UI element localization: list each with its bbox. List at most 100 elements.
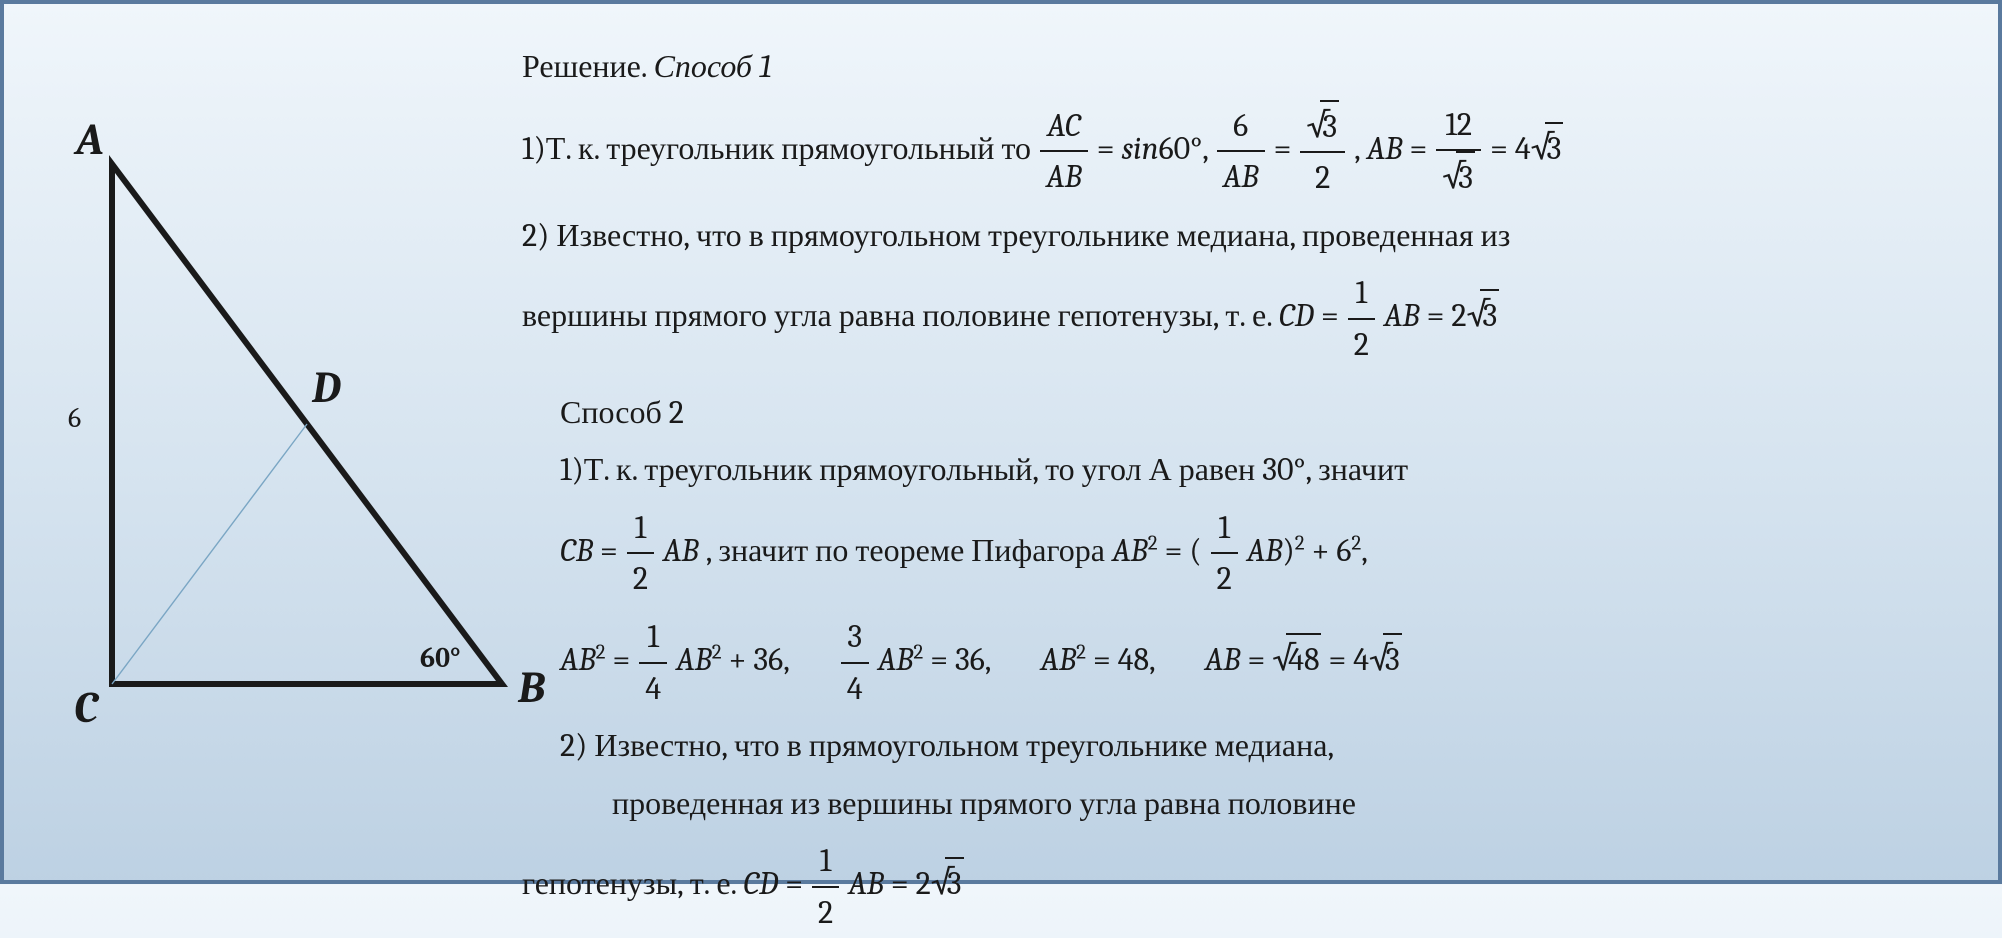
- frac-d: AB: [1040, 150, 1088, 202]
- frac-n: 1: [1348, 268, 1375, 318]
- frac-d: 4: [841, 662, 869, 714]
- frac-d: 2: [1300, 151, 1345, 203]
- frac-half: 1 2: [1348, 268, 1375, 369]
- eq2: =: [1247, 641, 1272, 678]
- m1-step1: 1)Т. к. треугольник прямоугольный то AC …: [522, 100, 1970, 203]
- eq2: = 2: [1427, 297, 1467, 334]
- m1-s2b-text: вершины прямого угла равна половине гепо…: [522, 297, 1279, 334]
- frac-d: AB: [1217, 150, 1265, 202]
- eq3: =: [1410, 130, 1435, 167]
- vertex-D: D: [312, 362, 341, 413]
- triangle-figure: A D C B 6 60°: [32, 34, 512, 854]
- ab: AB: [1040, 641, 1076, 678]
- cd: CD: [1279, 297, 1314, 334]
- frac-sqrt3-2: 3 2: [1300, 100, 1345, 203]
- vertex-B: B: [518, 662, 545, 713]
- sq: 2: [712, 640, 722, 664]
- frac-1-4: 1 4: [639, 612, 667, 713]
- m2-step1c: AB2 = 1 4 AB2 + 36, 3 4 AB2 = 36, AB2 = …: [522, 612, 1970, 713]
- m2-step1: 1)Т. к. треугольник прямоугольный, то уг…: [522, 445, 1970, 495]
- frac-d: 2: [812, 886, 839, 938]
- method2-title: Способ 2: [560, 394, 684, 431]
- frac-d: 2: [1211, 552, 1238, 604]
- ab: AB: [1205, 641, 1241, 678]
- frac-ac-ab: AC AB: [1040, 101, 1088, 202]
- rad: 3: [1456, 151, 1475, 203]
- frac-n: 6: [1217, 101, 1265, 151]
- m2-step2a: 2) Известно, что в прямоугольном треугол…: [522, 721, 1970, 771]
- eq: =: [600, 532, 625, 569]
- triangle-svg: [32, 34, 512, 854]
- angle-label-60: 60°: [420, 642, 461, 674]
- m2-s1-text: 1)Т. к. треугольник прямоугольный, то уг…: [560, 451, 1408, 488]
- method1-title: Способ 1: [654, 48, 772, 85]
- frac-d: 2: [627, 552, 654, 604]
- eq: =: [1321, 297, 1346, 334]
- ab: AB: [676, 641, 712, 678]
- eq2: = (: [1165, 532, 1202, 569]
- sq: 2: [1351, 531, 1361, 555]
- plus6: + 6: [1312, 532, 1352, 569]
- m1-s2-text: 2) Известно, что в прямоугольном треугол…: [522, 217, 1510, 254]
- frac-n: 1: [1211, 503, 1238, 553]
- eq2: =: [1274, 130, 1299, 167]
- cb: CB: [560, 532, 593, 569]
- side-label-6: 6: [68, 402, 81, 434]
- m2-s2b: проведенная из вершины прямого угла равн…: [612, 785, 1356, 822]
- frac-d: 2: [1348, 318, 1375, 370]
- sq: 2: [596, 640, 606, 664]
- eq3: = 4: [1329, 641, 1370, 678]
- solution-text: Решение. Способ 1 1)Т. к. треугольник пр…: [512, 34, 1970, 860]
- rad: 3: [945, 857, 964, 909]
- m1-step2b: вершины прямого угла равна половине гепо…: [522, 268, 1970, 369]
- frac-3-4: 3 4: [841, 612, 869, 713]
- frac-12-sqrt3: 12 3: [1436, 100, 1481, 203]
- cp: ): [1282, 532, 1294, 569]
- eq: =: [613, 641, 638, 678]
- frac-half: 1 2: [812, 836, 839, 937]
- sq: 2: [1076, 640, 1086, 664]
- eq4: = 4: [1490, 130, 1531, 167]
- m2-step2c: гепотенузы, т. е. CD = 1 2 AB = 23: [522, 836, 1970, 937]
- method2-heading: Способ 2: [522, 388, 1970, 438]
- comma: ,: [1354, 130, 1367, 167]
- e36: = 36,: [930, 641, 997, 678]
- e48: = 48,: [1093, 641, 1162, 678]
- frac-n: 3: [841, 612, 869, 662]
- rad: 48: [1286, 633, 1321, 685]
- frac-half: 1 2: [627, 503, 654, 604]
- eq1: =: [1097, 130, 1122, 167]
- m2-s2a: 2) Известно, что в прямоугольном треугол…: [560, 727, 1334, 764]
- m2-step2b: проведенная из вершины прямого угла равн…: [522, 779, 1970, 829]
- m2-step1b: CB = 1 2 AB , значит по теореме Пифагора…: [522, 503, 1970, 604]
- solution-heading: Решение. Способ 1: [522, 42, 1970, 92]
- vertex-C: C: [74, 682, 98, 733]
- p36: + 36,: [729, 641, 796, 678]
- frac-n: AC: [1040, 101, 1088, 151]
- sq: 2: [1295, 531, 1305, 555]
- vertex-A: A: [76, 114, 103, 165]
- m1-s1-text: 1)Т. к. треугольник прямоугольный то: [522, 130, 1038, 167]
- ab: AB: [1384, 297, 1420, 334]
- frac-6-ab: 6 AB: [1217, 101, 1265, 202]
- ab: AB: [663, 532, 699, 569]
- rad: 3: [1545, 122, 1564, 174]
- ab: AB: [1112, 532, 1148, 569]
- frac-half: 1 2: [1211, 503, 1238, 604]
- sq: 2: [1148, 531, 1158, 555]
- sq: 2: [913, 640, 923, 664]
- heading-word: Решение.: [522, 48, 654, 85]
- m1-step2a: 2) Известно, что в прямоугольном треугол…: [522, 211, 1970, 261]
- sixty: 60°,: [1159, 130, 1215, 167]
- rad: 3: [1320, 100, 1339, 152]
- frac-d: 4: [639, 662, 667, 714]
- frac-n: 1: [639, 612, 667, 662]
- pyth: , значит по теореме Пифагора: [706, 532, 1112, 569]
- rad: 3: [1383, 633, 1402, 685]
- frac-n: 1: [812, 836, 839, 886]
- ab: AB: [1247, 532, 1283, 569]
- ab: AB: [560, 641, 596, 678]
- rad: 3: [1480, 289, 1499, 341]
- frac-n: 12: [1436, 100, 1481, 150]
- sin: sin: [1122, 130, 1159, 167]
